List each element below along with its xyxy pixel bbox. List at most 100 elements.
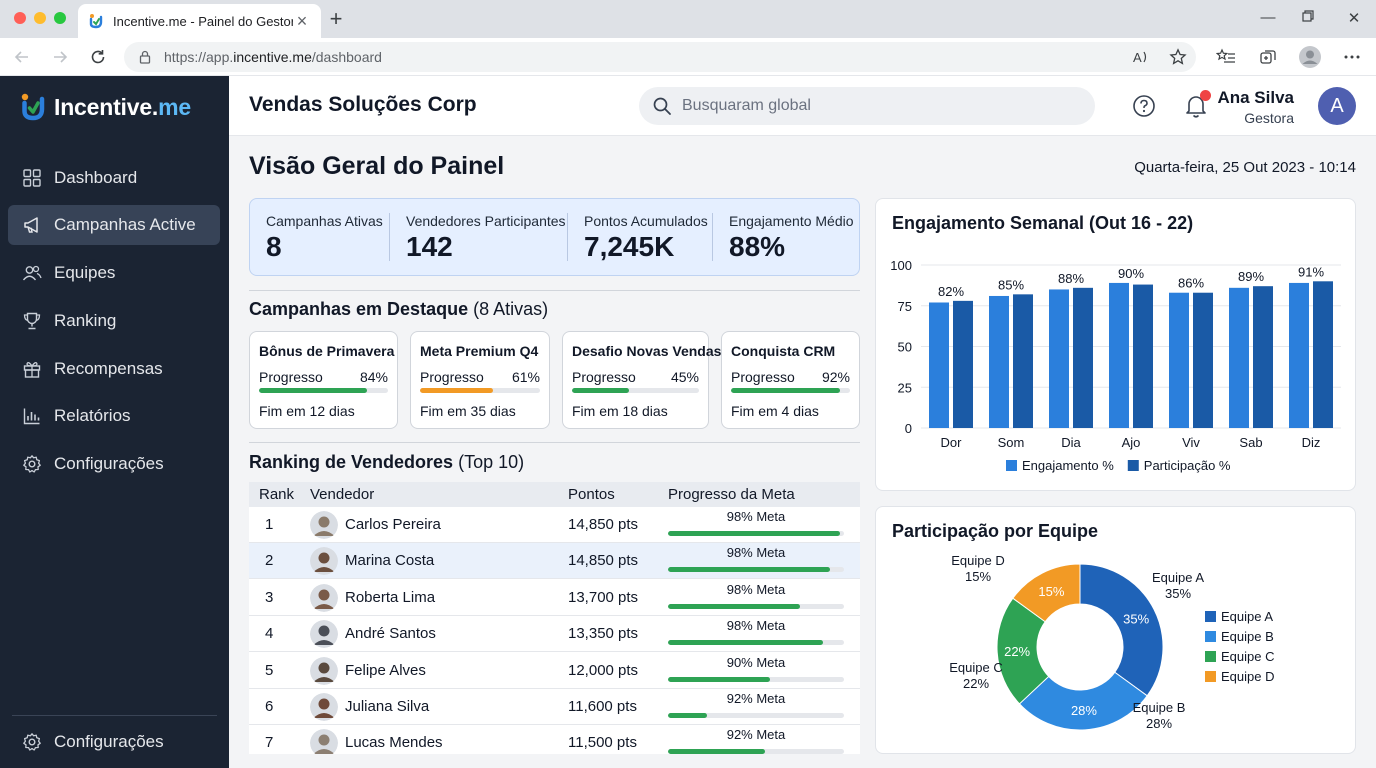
campaign-deadline: Fim em 4 dias (731, 403, 819, 419)
table-row[interactable]: 5 Felipe Alves 12,000 pts 90% Meta (249, 652, 860, 689)
minimize-icon[interactable]: — (1260, 9, 1276, 26)
sidebar-item-relatorios[interactable]: Relatórios (8, 396, 220, 436)
data-label: 86% (1178, 276, 1204, 291)
sidebar-item-label: Dashboard (54, 168, 138, 187)
global-search-input[interactable]: Busquaram global (639, 87, 1095, 125)
table-row[interactable]: 3 Roberta Lima 13,700 pts 98% Meta (249, 579, 860, 616)
table-row[interactable]: 2 Marina Costa 14,850 pts 98% Meta (249, 543, 860, 580)
legend-label: Equipe B (1221, 629, 1274, 644)
donut-slice (1012, 563, 1081, 623)
goal-progress-label: 98% Meta (726, 509, 786, 524)
sidebar-item-configuracoes[interactable]: Configurações (8, 444, 220, 484)
kpi-value: 8 (266, 231, 282, 262)
browser-tab-bar: Incentive.me - Painel do Gestor × + — ✕ (0, 0, 1376, 38)
campaign-card[interactable]: Desafio Novas Vendas Progresso 45% Fim em… (562, 331, 721, 429)
url-text: https://app.incentive.me/dashboard (164, 49, 382, 65)
site-info-icon[interactable] (138, 50, 152, 64)
avatar (310, 583, 338, 612)
reload-icon[interactable] (86, 45, 110, 69)
forward-icon[interactable] (48, 45, 72, 69)
megaphone-icon (24, 217, 38, 233)
y-tick-label: 100 (890, 258, 912, 273)
table-row[interactable]: 6 Juliana Silva 11,600 pts 92% Meta (249, 689, 860, 725)
legend-swatch (1205, 611, 1216, 622)
column-header-progress[interactable]: Progresso da Meta (668, 486, 795, 503)
close-window-icon[interactable]: ✕ (1347, 10, 1361, 27)
column-header-points[interactable]: Pontos (568, 486, 615, 503)
slice-category-label: Equipe A (1152, 570, 1204, 585)
bar (1133, 284, 1153, 428)
bar (1289, 282, 1309, 428)
slice-category-label: Equipe D (951, 553, 1004, 568)
window-close-button[interactable] (14, 12, 26, 24)
data-label: 90% (1118, 266, 1144, 281)
weekly-engagement-panel: Engajamento Semanal (Out 16 - 22) 100 75 5… (875, 198, 1356, 491)
table-row[interactable]: 7 Lucas Mendes 11,500 pts 92% Meta (249, 725, 860, 754)
sidebar-item-equipes[interactable]: Equipes (8, 253, 220, 293)
campaign-deadline: Fim em 18 dias (572, 403, 668, 419)
column-header-rank[interactable]: Rank (259, 486, 295, 503)
rank-cell: 2 (265, 552, 274, 570)
section-divider (249, 290, 860, 291)
read-aloud-icon[interactable]: A (1130, 45, 1154, 69)
sidebar-item-ranking[interactable]: Ranking (8, 301, 220, 341)
progress-percent: 84% (359, 369, 388, 385)
window-minimize-button[interactable] (34, 12, 46, 24)
x-tick-label: Viv (1182, 435, 1200, 450)
points-cell: 13,350 pts (568, 625, 639, 643)
goal-progress-fill (668, 640, 823, 646)
slice-label: 28% (1071, 703, 1097, 718)
campaign-card[interactable]: Meta Premium Q4 Progresso 61% Fim em 35 d… (410, 331, 550, 429)
sidebar-item-dashboard[interactable]: Dashboard (8, 158, 220, 198)
profile-icon[interactable] (1298, 45, 1322, 69)
data-label: 82% (938, 284, 964, 299)
sidebar-item-recompensas[interactable]: Recompensas (8, 349, 220, 389)
app-header: Vendas Soluções Corp Busquaram global An… (229, 76, 1376, 136)
favorites-list-icon[interactable] (1214, 45, 1238, 69)
bar (1253, 286, 1273, 428)
bar (989, 295, 1009, 428)
table-row[interactable]: 1 Carlos Pereira 14,850 pts 98% Meta (249, 507, 860, 543)
table-header: Rank Vendedor Pontos Progresso da Meta (249, 482, 860, 507)
y-tick-label: 50 (898, 340, 912, 355)
browser-tab[interactable]: Incentive.me - Painel do Gestor × (78, 4, 321, 38)
app-logo[interactable]: Incentive.me (20, 92, 191, 122)
sidebar-item-label: Campanhas Active (54, 215, 196, 234)
trophy-icon (23, 312, 41, 330)
address-bar[interactable]: https://app.incentive.me/dashboard (124, 42, 1196, 72)
help-icon[interactable] (1132, 94, 1156, 118)
seller-name: Carlos Pereira (345, 516, 441, 533)
progress-percent: 61% (511, 369, 540, 385)
favorite-star-icon[interactable] (1166, 45, 1190, 69)
table-row[interactable]: 4 André Santos 13,350 pts 98% Meta (249, 616, 860, 653)
sidebar-item-campanhas[interactable]: Campanhas Active (8, 205, 220, 245)
column-header-seller[interactable]: Vendedor (310, 486, 375, 503)
seller-name: Lucas Mendes (345, 734, 443, 752)
user-avatar[interactable]: A (1318, 87, 1356, 125)
tab-close-icon[interactable]: × (296, 11, 308, 31)
bar (1109, 282, 1129, 428)
kpi-campanhas-ativas: Campanhas Ativas 8 (250, 199, 389, 275)
window-zoom-button[interactable] (54, 12, 66, 24)
back-icon[interactable] (10, 45, 34, 69)
collections-icon[interactable] (1256, 45, 1280, 69)
more-options-icon[interactable] (1340, 45, 1364, 69)
sidebar-footer-configuracoes[interactable]: Configurações (8, 722, 220, 762)
campaign-deadline: Fim em 35 dias (420, 403, 516, 419)
grid-icon (23, 169, 41, 187)
svg-text:A: A (1133, 50, 1142, 65)
bar (1313, 281, 1333, 428)
seller-name: Felipe Alves (345, 661, 426, 679)
new-tab-icon[interactable]: + (329, 6, 343, 31)
slice-label: 22% (1004, 644, 1030, 659)
y-tick-label: 0 (905, 421, 912, 436)
bell-icon[interactable] (1184, 93, 1208, 119)
kpi-strip: Campanhas Ativas 8 Vendedores Participan… (249, 198, 860, 276)
restore-icon[interactable] (1298, 9, 1318, 26)
sidebar-item-label: Equipes (54, 263, 116, 282)
avatar (310, 547, 338, 576)
legend-swatch (1006, 460, 1017, 471)
kpi-value: 142 (406, 231, 453, 262)
campaign-card[interactable]: Conquista CRM Progresso 92% Fim em 4 dias (721, 331, 860, 429)
campaign-card[interactable]: Bônus de Primavera Progresso 84% Fim em 1… (249, 331, 398, 429)
